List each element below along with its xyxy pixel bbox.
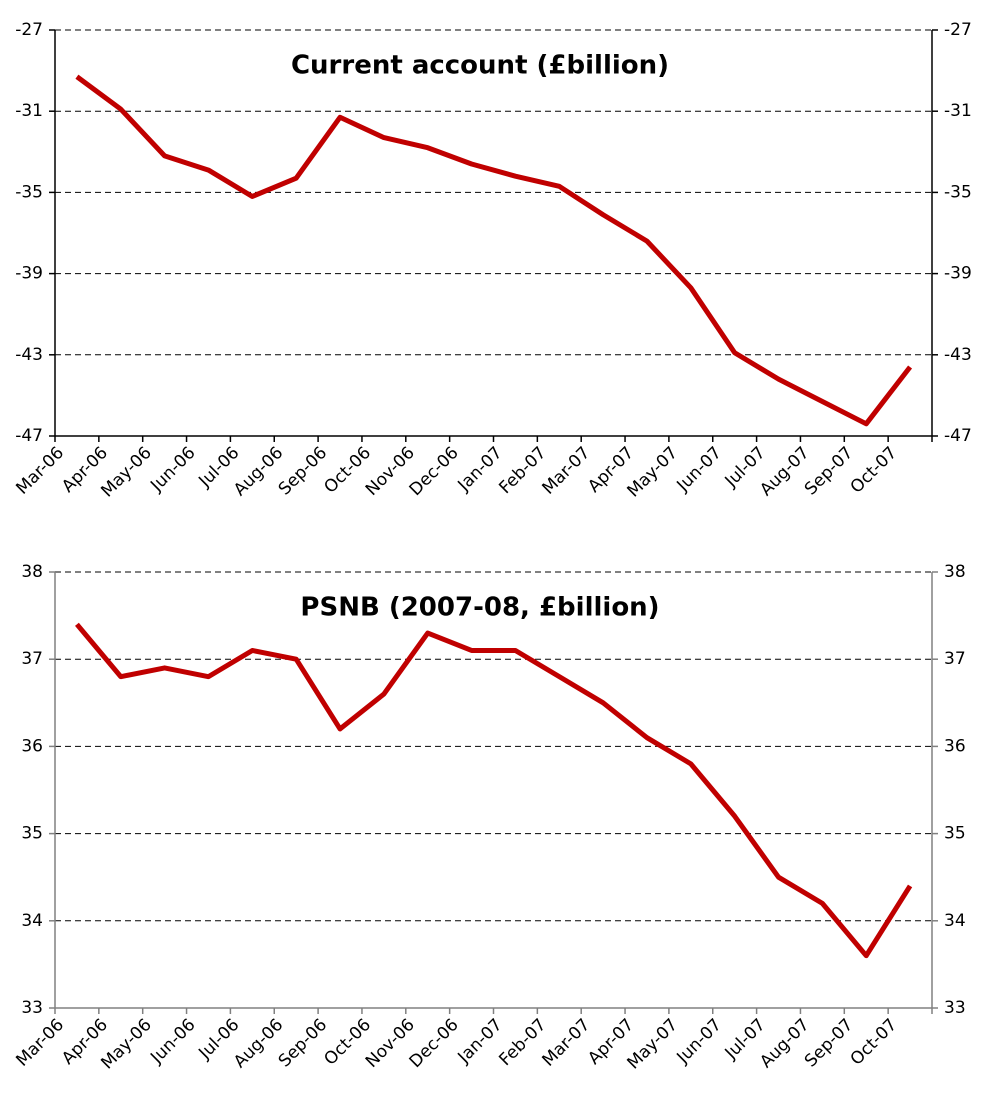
y-tick-label: 36 bbox=[21, 736, 43, 756]
x-tick-label: Aug-06 bbox=[230, 443, 287, 500]
chart-title: Current account (£billion) bbox=[291, 51, 669, 81]
y-tick-label: -39 bbox=[15, 264, 43, 284]
x-tick-label: Mar-07 bbox=[539, 443, 595, 499]
y-tick-label-right: -43 bbox=[944, 345, 972, 365]
x-tick-label: Jun-06 bbox=[146, 443, 199, 496]
x-tick-label: Dec-06 bbox=[406, 443, 463, 500]
x-tick-label: Jun-07 bbox=[673, 443, 726, 496]
y-tick-label: 37 bbox=[21, 649, 43, 669]
x-tick-label: Sep-07 bbox=[801, 443, 857, 499]
y-tick-label-right: -35 bbox=[944, 182, 972, 202]
x-tick-label: Mar-06 bbox=[12, 1015, 68, 1071]
x-tick-label: Dec-06 bbox=[406, 1015, 463, 1072]
y-tick-label: -47 bbox=[15, 426, 43, 446]
x-tick-label: Mar-07 bbox=[539, 1015, 595, 1071]
x-tick-label: Feb-07 bbox=[495, 443, 550, 498]
x-tick-label: Aug-07 bbox=[756, 1015, 813, 1072]
y-tick-label: 33 bbox=[21, 998, 43, 1018]
x-tick-label: Jun-07 bbox=[673, 1015, 726, 1068]
x-tick-label: Oct-07 bbox=[847, 1015, 902, 1070]
y-tick-label-right: -39 bbox=[944, 264, 972, 284]
data-line bbox=[75, 74, 913, 427]
x-tick-label: Sep-07 bbox=[801, 1015, 857, 1071]
y-tick-label: -27 bbox=[15, 20, 43, 40]
y-tick-label: 38 bbox=[21, 562, 43, 582]
y-tick-label: 34 bbox=[21, 911, 43, 931]
y-tick-label: -35 bbox=[15, 182, 43, 202]
y-tick-label-right: 38 bbox=[944, 562, 966, 582]
y-tick-label: 35 bbox=[21, 824, 43, 844]
chart-title: PSNB (2007-08, £billion) bbox=[300, 593, 659, 623]
y-tick-label-right: 36 bbox=[944, 736, 966, 756]
y-tick-label-right: 33 bbox=[944, 998, 966, 1018]
y-tick-label-right: 34 bbox=[944, 911, 966, 931]
x-tick-label: Aug-06 bbox=[230, 1015, 287, 1072]
y-tick-label-right: 35 bbox=[944, 824, 966, 844]
y-tick-label-right: 37 bbox=[944, 649, 966, 669]
x-tick-label: Aug-07 bbox=[756, 443, 813, 500]
y-tick-label-right: -31 bbox=[944, 101, 972, 121]
y-tick-label: -43 bbox=[15, 345, 43, 365]
x-tick-label: Oct-07 bbox=[847, 443, 902, 498]
x-tick-label: Sep-06 bbox=[275, 443, 331, 499]
y-tick-label: -31 bbox=[15, 101, 43, 121]
x-tick-label: Jun-06 bbox=[146, 1015, 199, 1068]
y-tick-label-right: -47 bbox=[944, 426, 972, 446]
data-line bbox=[75, 622, 913, 959]
y-tick-label-right: -27 bbox=[944, 20, 972, 40]
x-tick-label: Feb-07 bbox=[495, 1015, 550, 1070]
x-tick-label: Sep-06 bbox=[275, 1015, 331, 1071]
x-tick-label: Mar-06 bbox=[12, 443, 68, 499]
